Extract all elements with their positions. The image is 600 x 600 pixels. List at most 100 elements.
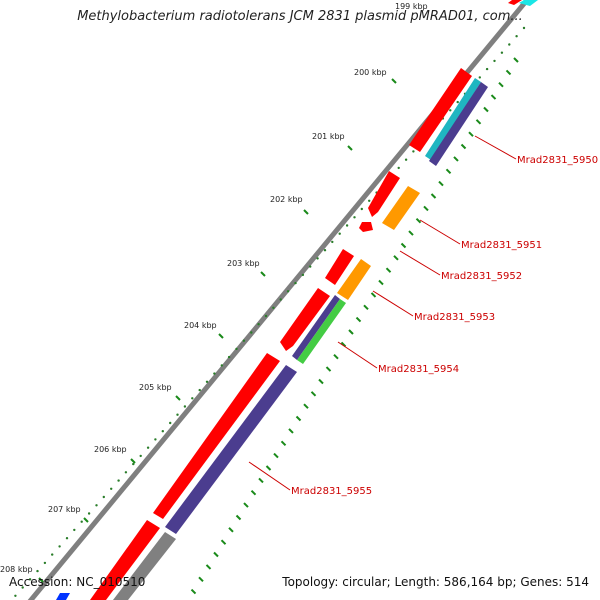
gene-label-5955[interactable]: Mrad2831_5955 [291, 486, 372, 497]
inner-dash [340, 341, 347, 348]
gene-labels: Mrad2831_5950 Mrad2831_5951 Mrad2831_595… [291, 155, 598, 497]
cds-feature-5955-blue[interactable] [165, 365, 297, 534]
gc-dot [493, 59, 496, 63]
inner-dash [490, 94, 497, 100]
leader-5952 [399, 250, 441, 276]
tick-label-200: 200 kbp [354, 68, 387, 77]
cds-feature-lower-grey[interactable] [113, 532, 176, 600]
leader-5950 [474, 135, 517, 160]
cds-feature-5953-orange[interactable] [337, 259, 371, 300]
gc-dot [80, 520, 83, 523]
inner-dash [280, 440, 287, 447]
cds-feature-5950-cyan[interactable] [425, 78, 481, 160]
gc-dot [73, 528, 76, 532]
inner-dash [355, 316, 362, 323]
inner-dash [303, 403, 309, 409]
cds-feature-5954-red[interactable] [280, 288, 330, 351]
gc-dot [198, 388, 201, 392]
gc-dot [309, 265, 312, 268]
cds-feature-bottom-blue[interactable] [56, 593, 70, 600]
gc-dot [368, 199, 371, 202]
gc-dot [43, 561, 47, 565]
gc-dot [124, 471, 128, 474]
inner-dash [258, 477, 264, 484]
tick-mark-201 [347, 145, 353, 151]
tick-mark-202 [303, 209, 309, 215]
gene-label-5952[interactable]: Mrad2831_5952 [441, 271, 522, 282]
genome-summary: Topology: circular; Length: 586,164 bp; … [282, 575, 589, 589]
gc-dot [242, 339, 246, 342]
leader-5955 [248, 461, 291, 491]
cds-feature-top-cyan[interactable] [519, 0, 538, 6]
cds-feature-5951-red[interactable] [368, 171, 400, 217]
inner-dash [505, 69, 512, 76]
gc-dot [146, 446, 150, 449]
gc-dot [154, 438, 157, 441]
gc-dot [28, 578, 32, 581]
inner-dash [190, 588, 197, 595]
inner-dash [453, 156, 459, 162]
inner-dash [220, 539, 227, 545]
gene-label-5951[interactable]: Mrad2831_5951 [461, 240, 542, 251]
tick-mark-207 [83, 517, 89, 523]
inner-dash [483, 106, 489, 113]
gc-dot [213, 372, 216, 375]
cds-feature-5952-red[interactable] [325, 249, 354, 285]
gc-dot [191, 397, 194, 400]
cds-feature-5950-blue[interactable] [429, 82, 488, 166]
gc-dot [169, 421, 172, 425]
gene-label-5954[interactable]: Mrad2831_5954 [378, 364, 459, 375]
gc-dot [515, 35, 518, 38]
inner-dash [205, 564, 212, 570]
gc-dot [264, 314, 268, 318]
cds-feature-5954-blue[interactable] [292, 295, 340, 360]
cds-feature-lower-red[interactable] [90, 520, 160, 600]
leader-5954 [337, 341, 378, 369]
inner-dash [475, 119, 482, 125]
gc-dot [360, 207, 363, 211]
inner-dash [318, 378, 324, 385]
inner-dash [333, 353, 339, 360]
inner-dash [235, 514, 242, 521]
cds-feature-5954-green[interactable] [297, 299, 346, 364]
gc-dot [51, 553, 54, 556]
tick-label-202: 202 kbp [270, 195, 303, 204]
inner-dash [213, 551, 219, 558]
gc-dot [250, 331, 253, 334]
inner-dash [408, 230, 414, 236]
feature-track [56, 0, 538, 600]
tick-mark-208 [38, 577, 44, 583]
gc-dot [139, 454, 142, 458]
cds-feature-5951-small-red[interactable] [359, 222, 373, 232]
gc-dot [36, 569, 39, 573]
inner-dash [468, 131, 474, 137]
gene-label-5950[interactable]: Mrad2831_5950 [517, 155, 598, 166]
cds-feature-5955-red[interactable] [153, 353, 280, 519]
gc-dot [161, 430, 164, 433]
inner-dash [310, 391, 317, 397]
tick-label-204: 204 kbp [184, 321, 217, 330]
leader-5951 [419, 219, 461, 245]
inner-dash [445, 168, 452, 175]
gene-label-5953[interactable]: Mrad2831_5953 [414, 312, 495, 323]
inner-dash [385, 267, 392, 273]
gc-dot [522, 26, 526, 30]
tick-mark-206 [130, 458, 136, 464]
gc-dot [331, 240, 334, 244]
gc-dot [323, 249, 327, 252]
inner-dash [228, 527, 234, 533]
gc-dot [176, 413, 179, 416]
map-title: Methylobacterium radiotolerans JCM 2831 … [77, 9, 523, 24]
gc-dot [449, 109, 452, 112]
gc-dot [478, 76, 481, 79]
gene-leaders [248, 135, 517, 491]
cds-feature-5950-red[interactable] [409, 68, 472, 152]
inner-dash [460, 143, 467, 150]
inner-dash [348, 329, 354, 335]
cds-feature-5951-orange[interactable] [382, 186, 420, 230]
inner-dash [438, 180, 444, 187]
cds-feature-top-red[interactable] [508, 0, 522, 5]
gc-dot [456, 100, 459, 104]
gc-dot [65, 537, 69, 540]
inner-dash [400, 242, 407, 249]
